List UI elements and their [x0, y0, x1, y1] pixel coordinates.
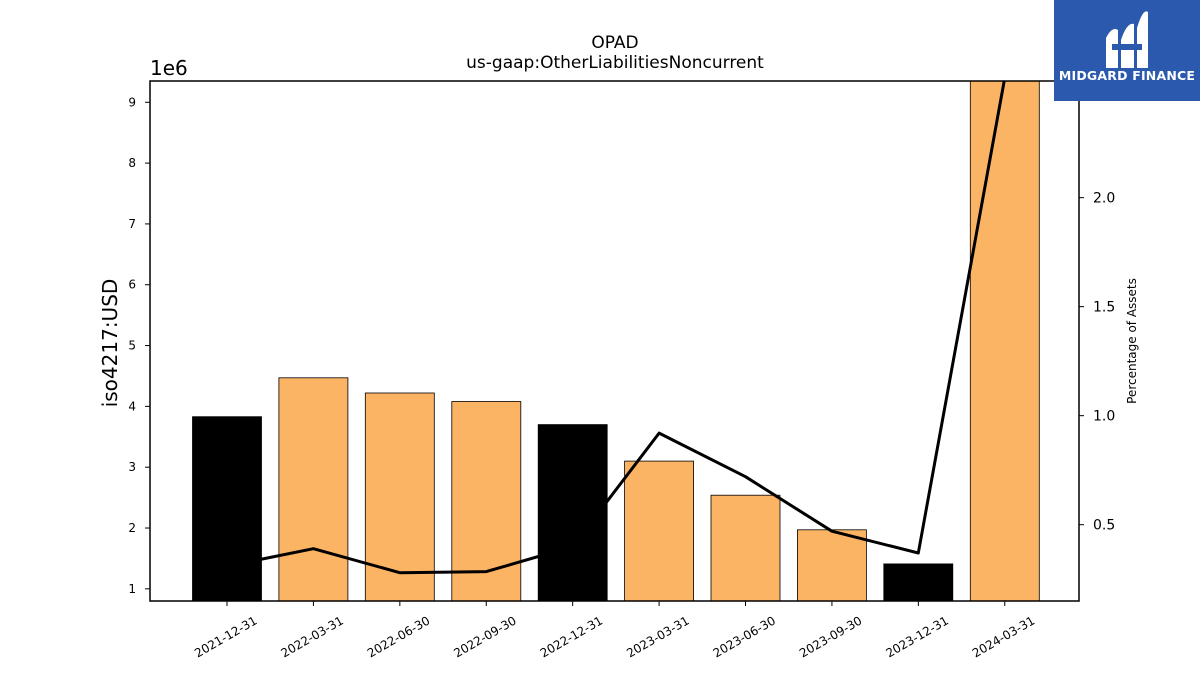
bar [364, 392, 435, 602]
logo-text: MIDGARD FINANCE [1058, 68, 1196, 83]
x-tick-label: 2023-09-30 [797, 613, 864, 660]
y-offset-label: 1e6 [150, 56, 188, 80]
bar [969, 80, 1040, 602]
y2-tick-label: 1.5 [1093, 300, 1115, 316]
x-tick-label: 2022-12-31 [538, 613, 605, 660]
y-tick-label: 5 [128, 339, 136, 353]
y-tick-label: 7 [128, 217, 136, 231]
x-tick-label: 2022-03-31 [279, 613, 346, 660]
percentage-line [226, 81, 1006, 575]
x-tick-label: 2022-09-30 [451, 613, 518, 660]
y-tick-label: 4 [128, 399, 136, 413]
y-tick-label: 3 [128, 460, 136, 474]
bar [278, 377, 349, 602]
x-tick-label: 2023-06-30 [711, 613, 778, 660]
y2-axis-label: Percentage of Assets [1125, 278, 1139, 404]
y2-tick-label: 1.0 [1093, 409, 1115, 425]
y-axis-label: iso4217:USD [98, 279, 122, 408]
chart-title: OPAD [591, 33, 638, 53]
bar [624, 460, 694, 602]
bar [710, 494, 781, 602]
x-tick-label: 2023-03-31 [624, 613, 691, 660]
y-tick-label: 9 [128, 95, 136, 109]
bars-layer [192, 80, 1040, 602]
y-tick-label: 1 [128, 582, 136, 596]
bar [192, 416, 262, 602]
bar [797, 529, 867, 602]
bar [451, 401, 522, 602]
bar [883, 563, 954, 602]
y-tick-label: 6 [128, 278, 136, 292]
chart-subtitle: us-gaap:OtherLiabilitiesNoncurrent [466, 53, 764, 73]
plot-frame [149, 80, 1080, 602]
line-layer [226, 81, 1006, 575]
x-tick-label: 2021-12-31 [192, 613, 259, 660]
bar [537, 424, 608, 602]
y2-tick-label: 0.5 [1093, 518, 1115, 534]
x-tick-label: 2023-12-31 [883, 613, 950, 660]
brand-logo: MIDGARD FINANCE [1054, 0, 1200, 101]
x-tick-label: 2022-06-30 [365, 613, 432, 660]
y2-tick-label: 2.0 [1093, 191, 1115, 207]
y-tick-label: 2 [128, 521, 136, 535]
axes-layer: 1 2 3 4 5 6 7 8 9 0.5 1.0 1.5 2.0 2021-12-31 2022-03-3… [128, 95, 1115, 660]
y-tick-label: 8 [128, 156, 136, 170]
x-tick-label: 2024-03-31 [970, 613, 1037, 660]
logo-mark-icon [1106, 11, 1148, 68]
